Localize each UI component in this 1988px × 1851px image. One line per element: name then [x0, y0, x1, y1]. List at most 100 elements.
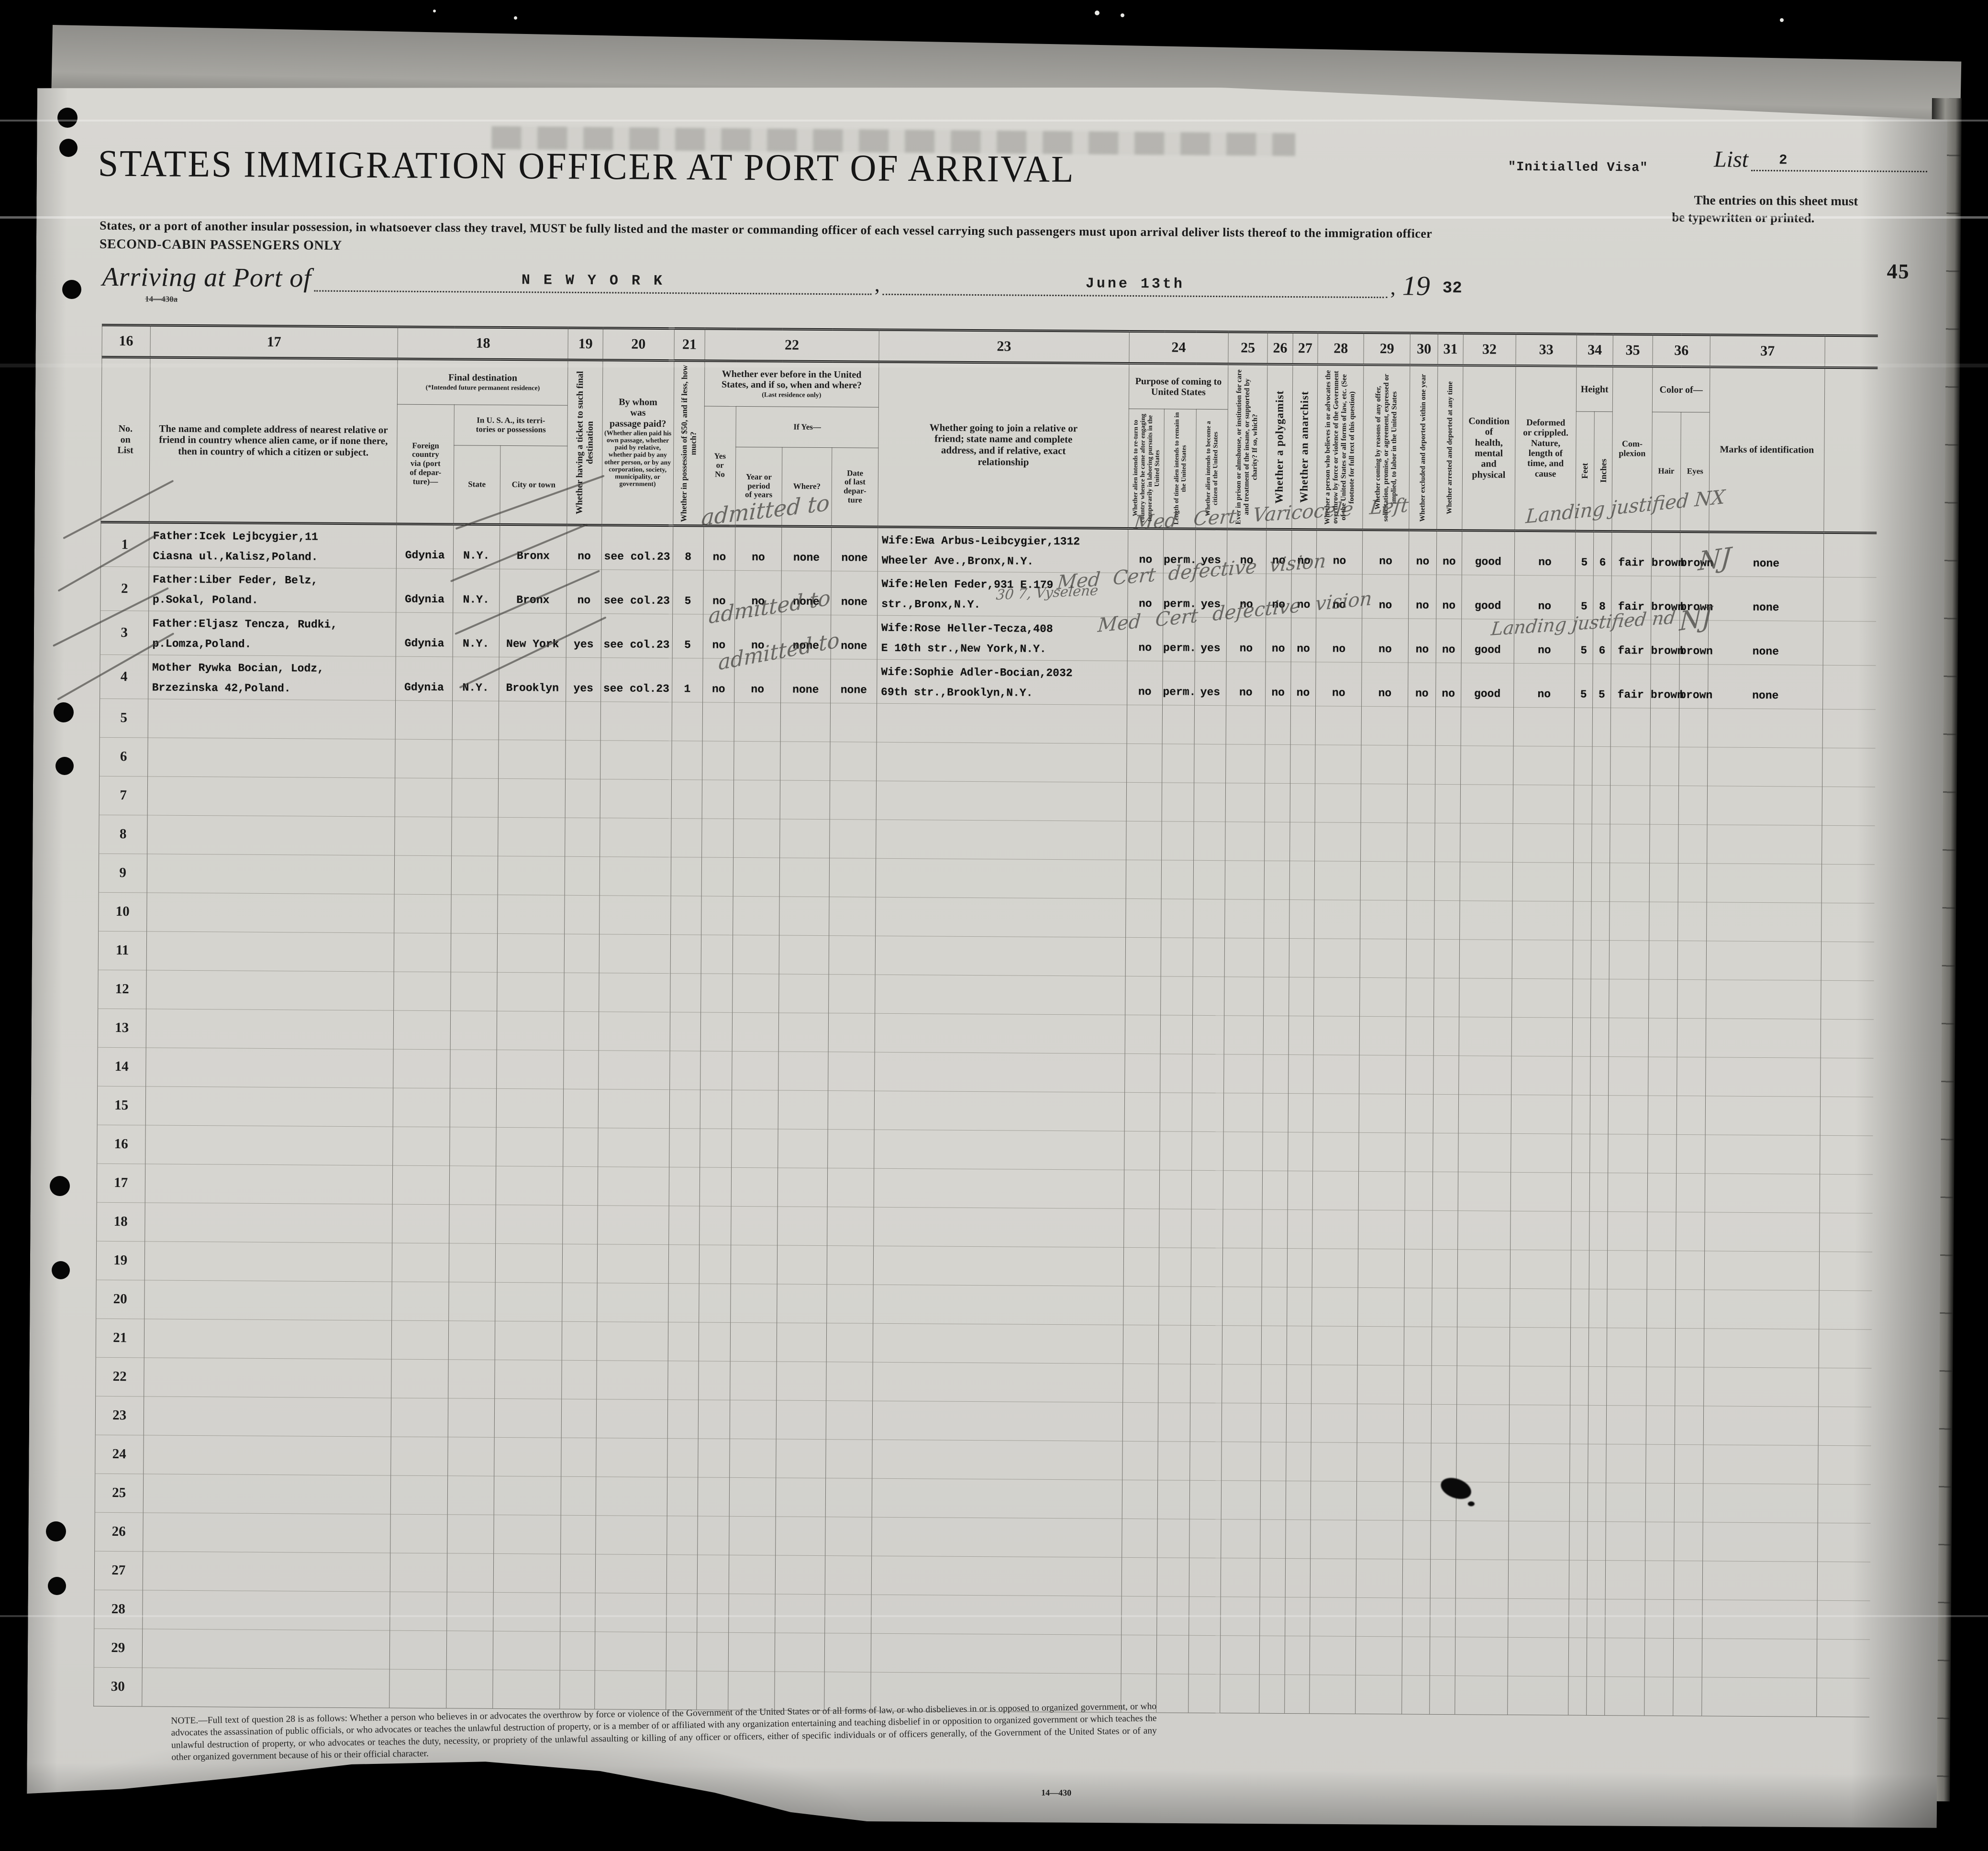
cell-empty — [701, 935, 733, 974]
cell-eyes: brown — [1679, 664, 1709, 708]
cell-empty — [1358, 1249, 1405, 1288]
cell-empty — [1572, 1095, 1590, 1134]
cell-empty — [1435, 784, 1460, 823]
cell-empty — [393, 1049, 450, 1088]
cell-empty — [142, 1629, 390, 1669]
cell-empty — [1610, 746, 1650, 786]
cell-empty — [1288, 1016, 1314, 1054]
cell-empty — [1263, 1093, 1288, 1132]
colnum-32: 32 — [1463, 333, 1516, 366]
cell-empty — [1587, 1638, 1605, 1676]
cell-empty — [1358, 1287, 1404, 1327]
cell-empty — [825, 1517, 872, 1556]
colnum-29: 29 — [1364, 333, 1410, 365]
cell-empty — [1459, 939, 1512, 978]
cell-margin — [1819, 1213, 1872, 1252]
cell-empty — [390, 1553, 447, 1592]
cell-money: 1 — [672, 658, 703, 702]
cell-empty — [1287, 1248, 1312, 1287]
cell-empty — [493, 1553, 561, 1593]
cell-state: N.Y. — [453, 613, 499, 657]
colnum-24: 24 — [1129, 331, 1229, 364]
cell-health: good — [1462, 531, 1515, 575]
cell-year-period: no — [735, 526, 782, 570]
cell-empty — [1456, 1404, 1510, 1443]
cell-prison: no — [1226, 617, 1266, 662]
cell-empty — [143, 1474, 391, 1514]
cell-empty — [1574, 746, 1592, 785]
cell-empty — [1222, 1441, 1261, 1481]
cell-empty — [1356, 1520, 1403, 1559]
initialled-visa-note: "Initialled Visa" — [1508, 160, 1648, 176]
cell-empty — [1592, 746, 1611, 785]
cell-empty — [702, 702, 734, 741]
row-number: 7 — [99, 776, 147, 815]
cell-empty — [1188, 1635, 1221, 1674]
cell-health: good — [1461, 663, 1514, 707]
cell-empty — [729, 1477, 776, 1517]
cell-empty — [877, 703, 1127, 743]
cell-empty — [1265, 706, 1290, 744]
cell-empty — [1589, 1289, 1608, 1328]
cell-empty — [699, 1245, 731, 1284]
cell-ever-before: no — [703, 526, 735, 570]
cell-empty — [1124, 1131, 1160, 1170]
cell-empty — [450, 1088, 496, 1128]
cell-empty — [1405, 1133, 1433, 1172]
cell-empty — [595, 1554, 666, 1593]
cell-empty — [1677, 1018, 1706, 1057]
cell-empty — [1193, 860, 1225, 899]
cell-empty — [1569, 1599, 1588, 1638]
cell-empty — [1432, 1288, 1457, 1327]
cell-empty — [1510, 1288, 1571, 1328]
cell-empty — [1608, 1211, 1647, 1251]
cell-empty — [1285, 1636, 1310, 1674]
cell-empty — [1589, 1211, 1608, 1250]
cell-empty — [876, 742, 1126, 782]
cell-empty — [668, 1244, 700, 1283]
hole-punch — [50, 1176, 70, 1196]
cell-empty — [1259, 1674, 1285, 1713]
cell-empty — [143, 1513, 390, 1553]
manifest-table: 16 17 18 19 20 21 22 23 24 25 26 27 28 2… — [93, 324, 1878, 1717]
cell-empty — [874, 1091, 1124, 1131]
row-number: 23 — [95, 1396, 144, 1435]
cell-empty — [700, 1167, 732, 1206]
cell-empty — [1159, 1170, 1191, 1209]
colnum-18: 18 — [398, 327, 568, 360]
cell-empty — [873, 1246, 1123, 1286]
cell-overthrow: no — [1315, 662, 1362, 707]
cell-empty — [148, 699, 396, 739]
typewritten-instruction-line2: be typewritten or printed. — [1672, 210, 1815, 225]
cell-empty — [1122, 1480, 1158, 1518]
cell-empty — [1265, 822, 1290, 861]
cell-empty — [1260, 1597, 1285, 1636]
cell-empty — [145, 1086, 393, 1127]
cell-empty — [875, 936, 1125, 976]
cell-empty — [875, 1013, 1125, 1053]
cell-empty — [1124, 1170, 1160, 1208]
cell-empty — [1159, 1286, 1191, 1325]
cell-margin — [1819, 1290, 1872, 1330]
cell-empty — [701, 857, 733, 896]
cell-empty — [1648, 1018, 1677, 1057]
cell-empty — [498, 778, 566, 818]
cell-margin — [1822, 665, 1876, 709]
cell-empty — [731, 1245, 777, 1284]
row-number: 12 — [98, 970, 146, 1009]
cell-empty — [1570, 1405, 1588, 1444]
cell-empty — [1571, 1134, 1590, 1173]
cell-empty — [1572, 1056, 1590, 1095]
cell-empty — [1189, 1441, 1222, 1480]
cell-empty — [1588, 1444, 1607, 1483]
cell-empty — [447, 1476, 494, 1515]
cell-empty — [596, 1438, 667, 1477]
row-number: 8 — [99, 815, 147, 854]
film-speck — [1780, 18, 1784, 22]
cell-empty — [734, 741, 780, 780]
cell-empty — [1457, 1210, 1510, 1250]
cell-marks: none — [1708, 665, 1823, 709]
cell-empty — [1123, 1325, 1159, 1363]
cell-empty — [1355, 1675, 1402, 1714]
handwriting-initials-row1: NJ — [1697, 542, 1733, 577]
